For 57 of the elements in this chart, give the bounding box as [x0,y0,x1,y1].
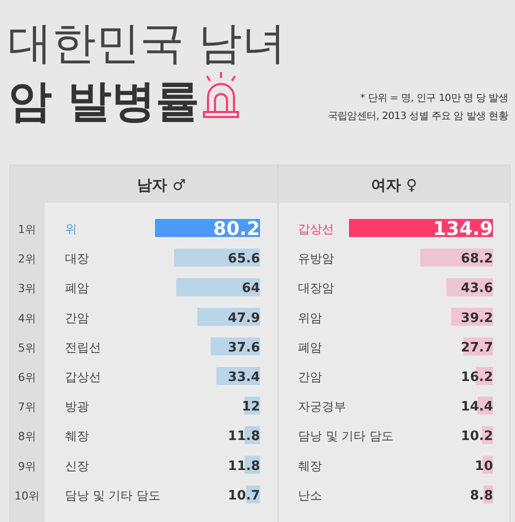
text: 5위 [18,341,36,354]
data-label: 68.2 [460,252,493,267]
text: 암 발병률 [8,76,200,127]
data-label: 33.4 [228,370,260,385]
y-tick-label: 간암 [65,310,89,325]
text: 6위 [18,371,36,384]
text: 8위 [18,430,36,444]
data-label: 80.2 [213,218,260,240]
y-tick-label: 신장 [65,458,89,473]
data-label: 134.9 [432,218,493,240]
data-label: 16.2 [460,370,493,385]
y-tick-label: 위암 [298,310,322,325]
text: 3위 [18,282,36,296]
data-label: 47.9 [228,310,260,326]
text: 10위 [14,489,40,502]
data-label: 64 [242,281,260,296]
y-tick-label: 췌장 [65,429,89,444]
text: 4위 [18,312,36,325]
data-label: 10.2 [460,429,493,444]
y-tick-label: 방광 [65,400,89,414]
data-label: 39.2 [460,310,493,326]
y-tick-label: 폐암 [298,340,322,354]
data-label: 10.7 [228,488,260,504]
y-tick-label: 갑상선 [298,222,334,236]
y-tick-label: 갑상선 [65,370,101,384]
y-tick-label: 대장 [65,252,89,266]
y-tick-label: 담낭 및 기타 담도 [298,429,394,444]
chart-title: 여자 ♀ [370,176,418,194]
data-label: 65.6 [228,252,260,267]
y-tick-label: 난소 [298,488,322,502]
y-tick-label: 폐암 [65,281,89,296]
data-label: 27.7 [460,340,493,356]
data-label: 37.6 [228,340,260,356]
data-label: 43.6 [460,281,493,296]
y-tick-label: 자궁경부 [298,400,346,414]
text: 대한민국 남녀 [8,18,286,69]
text: 국립암센터, 2013 성별 주요 암 발생 현황 [328,111,508,122]
y-tick-label: 담낭 및 기타 담도 [65,488,160,502]
data-label: 10 [474,458,493,474]
y-tick-label: 전립선 [65,340,101,354]
chart-title: 남자 ♂ [137,176,186,194]
text: 7위 [18,400,36,414]
text: * 단위 = 명, 인구 10만 명 당 발생 [360,93,508,104]
text: 9위 [18,460,36,473]
y-tick-label: 췌장 [298,458,322,473]
data-label: 12 [242,400,260,415]
text: 1위 [18,223,36,236]
y-tick-label: 위 [65,222,77,236]
text: 2위 [18,252,36,266]
data-label: 11.8 [228,458,260,474]
data-label: 11.8 [228,429,260,444]
data-label: 14.4 [460,400,493,415]
bar [176,278,260,296]
data-label: 8.8 [470,488,493,504]
y-tick-label: 유방암 [298,252,334,266]
y-tick-label: 간암 [298,370,322,384]
y-tick-label: 대장암 [298,281,334,296]
